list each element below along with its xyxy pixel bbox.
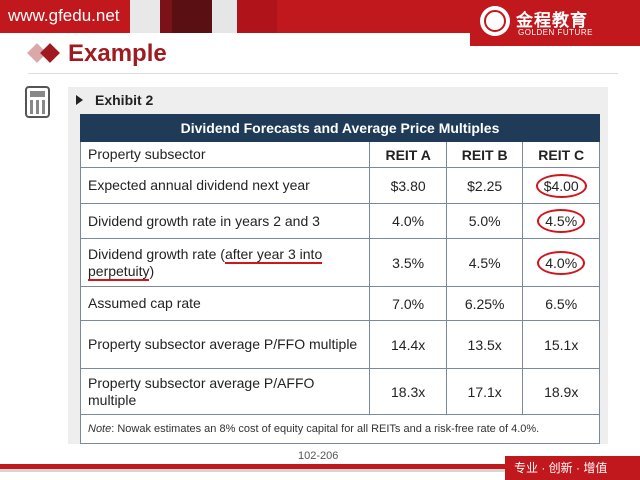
red-circle-annotation: 4.5% xyxy=(537,209,586,233)
row-label: Property subsector average P/FFO multipl… xyxy=(79,320,371,369)
table-caption-row: Dividend Forecasts and Average Price Mul… xyxy=(80,114,600,142)
table-row: Property subsector average P/FFO multipl… xyxy=(79,320,600,369)
red-circle-annotation: 4.0% xyxy=(537,250,586,275)
table-cell: $3.80 xyxy=(369,167,447,204)
page-number: 102-206 xyxy=(298,450,339,462)
site-url[interactable]: www.gfedu.net xyxy=(8,6,120,25)
table-row: Dividend growth rate (after year 3 into … xyxy=(79,238,600,287)
row-label: Dividend growth rate (after year 3 into … xyxy=(79,238,371,287)
footer-slogan: 专业 · 创新 · 增值 xyxy=(514,461,608,475)
column-header: REIT B xyxy=(445,141,524,168)
logo-seal-icon xyxy=(480,6,510,36)
table-cell: 4.0% xyxy=(369,203,447,239)
title-divider xyxy=(28,73,618,74)
footer-stripe xyxy=(0,469,505,472)
banner-decor xyxy=(130,0,277,33)
table-cell: 15.1x xyxy=(522,320,600,369)
table-cell: 6.25% xyxy=(445,286,524,321)
row-label: Dividend growth rate in years 2 and 3 xyxy=(79,203,371,239)
table-cell-circled: $4.00 xyxy=(522,167,600,204)
table-cell: 17.1x xyxy=(445,368,524,415)
header-label: Property subsector xyxy=(79,141,371,168)
table-cell: 5.0% xyxy=(445,203,524,239)
exhibit-label: Exhibit 2 xyxy=(76,92,153,108)
footer-slogan-bar xyxy=(505,456,640,480)
table-row: Property subsector average P/AFFO multip… xyxy=(79,368,600,415)
table-cell: 18.9x xyxy=(522,368,600,415)
calculator-icon xyxy=(25,86,50,118)
column-header: REIT C xyxy=(522,141,600,168)
footer-bar xyxy=(0,464,505,469)
table-caption: Dividend Forecasts and Average Price Mul… xyxy=(80,114,600,142)
red-underline-annotation: after year 3 into perpetuity xyxy=(88,245,323,281)
table-cell: 13.5x xyxy=(445,320,524,369)
row-label: Assumed cap rate xyxy=(79,286,371,321)
table-cell: 7.0% xyxy=(369,286,447,321)
table-row: Dividend growth rate in years 2 and 3 4.… xyxy=(79,203,600,239)
bullet-arrow-icon xyxy=(76,95,83,105)
table-cell: 3.5% xyxy=(369,238,447,287)
table-cell: 6.5% xyxy=(522,286,600,321)
table-header-row: Property subsector REIT A REIT B REIT C xyxy=(79,141,600,168)
table-cell: 4.5% xyxy=(445,238,524,287)
logo-chinese-text: 金程教育 xyxy=(516,11,588,30)
row-label: Property subsector average P/AFFO multip… xyxy=(79,368,371,415)
table-note: Note: Nowak estimates an 8% cost of equi… xyxy=(80,414,600,444)
table-row: Expected annual dividend next year $3.80… xyxy=(79,167,600,204)
page-title: Example xyxy=(68,40,167,67)
table-note-row: Note: Nowak estimates an 8% cost of equi… xyxy=(80,414,600,444)
table-cell: $2.25 xyxy=(445,167,524,204)
row-label: Expected annual dividend next year xyxy=(79,167,371,204)
red-circle-annotation: $4.00 xyxy=(535,173,587,198)
title-diamond-icon xyxy=(27,42,64,64)
table-cell-circled: 4.5% xyxy=(522,203,600,239)
table-cell-circled: 4.0% xyxy=(522,238,600,287)
brand-logo: 金程教育 GOLDEN FUTURE xyxy=(470,0,640,46)
exhibit-table: Dividend Forecasts and Average Price Mul… xyxy=(79,114,600,444)
logo-english-text: GOLDEN FUTURE xyxy=(518,28,593,37)
column-header: REIT A xyxy=(369,141,447,168)
table-cell: 18.3x xyxy=(369,368,447,415)
table-row: Assumed cap rate 7.0% 6.25% 6.5% xyxy=(79,286,600,321)
table-cell: 14.4x xyxy=(369,320,447,369)
